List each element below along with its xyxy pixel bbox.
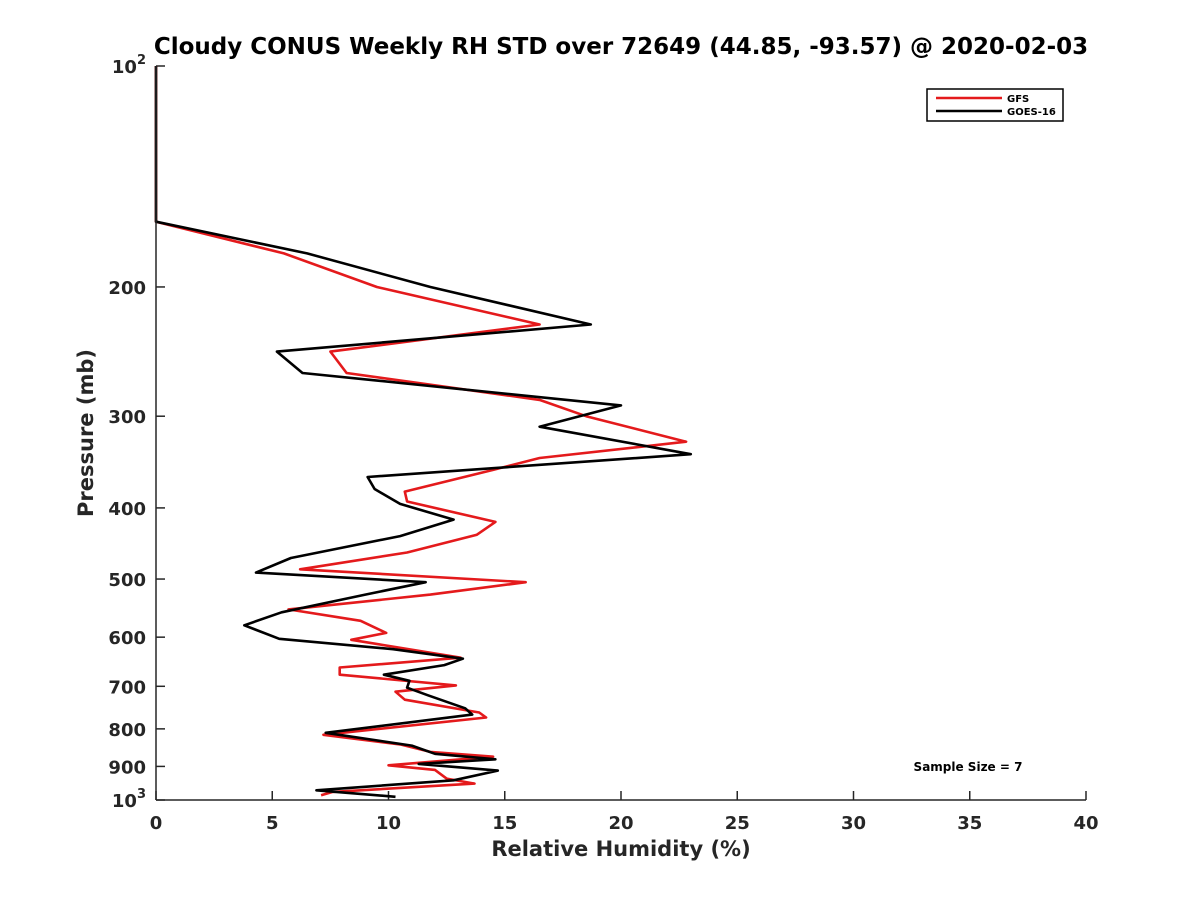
x-tick-label: 20	[608, 813, 633, 834]
x-tick-label: 25	[725, 813, 750, 834]
series-line-goes16	[154, 66, 693, 799]
y-tick-label-base: 900	[108, 757, 146, 778]
y-tick-label: 700	[108, 677, 146, 698]
y-tick-label-base: 500	[108, 570, 146, 591]
x-tick-label: 10	[376, 813, 401, 834]
series-line-gfs	[154, 66, 688, 797]
legend: GFS GOES-16	[926, 88, 1064, 122]
y-tick-label: 200	[108, 278, 146, 299]
legend-label-gfs: GFS	[1007, 94, 1029, 105]
y-tick-label-base: 400	[108, 499, 146, 520]
y-tick-label: 500	[108, 570, 146, 591]
x-tick-label: 5	[266, 813, 279, 834]
y-tick-label: 800	[108, 720, 146, 741]
x-axis-label: Relative Humidity (%)	[491, 837, 750, 861]
y-tick-label-base: 300	[108, 407, 146, 428]
y-tick-label: 900	[108, 757, 146, 778]
y-tick-label: 102	[112, 53, 146, 78]
y-tick-label: 400	[108, 499, 146, 520]
y-tick-label-base: 700	[108, 677, 146, 698]
y-tick-label-base: 10	[112, 57, 137, 78]
sample-size-annotation: Sample Size = 7	[914, 760, 1023, 774]
y-tick-label-base: 200	[108, 278, 146, 299]
x-tick-label: 0	[150, 813, 163, 834]
y-tick-label: 600	[108, 628, 146, 649]
y-tick-label: 300	[108, 407, 146, 428]
x-tick-label: 15	[492, 813, 517, 834]
y-tick-label-exponent: 2	[137, 53, 146, 68]
y-tick-label: 103	[112, 787, 146, 812]
y-axis-label: Pressure (mb)	[74, 349, 98, 517]
axes-ticks	[155, 65, 1087, 801]
y-tick-label-base: 600	[108, 628, 146, 649]
x-tick-labels: 0 5 10 15 20 25 30 35 40	[150, 813, 1099, 834]
legend-box	[926, 88, 1064, 122]
y-tick-label-exponent: 3	[137, 787, 146, 802]
x-tick-label: 35	[957, 813, 982, 834]
x-tick-label: 30	[841, 813, 866, 834]
series-lines	[154, 66, 693, 799]
chart-title: Cloudy CONUS Weekly RH STD over 72649 (4…	[154, 34, 1088, 60]
y-tick-label-base: 800	[108, 720, 146, 741]
y-tick-label-base: 10	[112, 791, 137, 812]
legend-label-goes16: GOES-16	[1007, 107, 1056, 118]
x-tick-label: 40	[1073, 813, 1098, 834]
